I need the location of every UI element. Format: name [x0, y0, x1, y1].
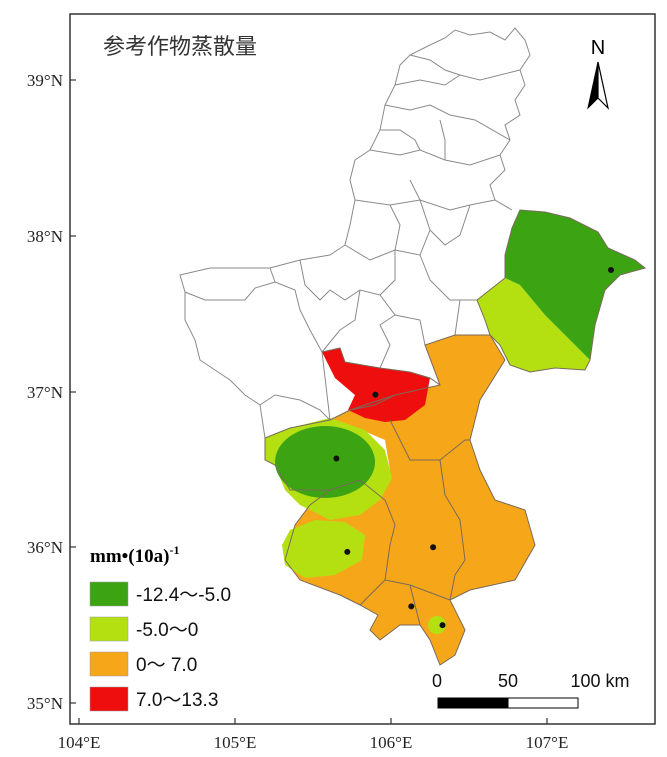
y-tick-label: 38°N — [27, 227, 63, 246]
legend-item-label: -12.4～-5.0 — [136, 585, 231, 606]
zone-borders — [264, 209, 647, 666]
y-tick-label: 39°N — [27, 71, 63, 90]
legend-title-text: mm•(10a) — [90, 546, 169, 567]
zone-green-west — [275, 426, 375, 498]
legend-title: mm•(10a)-1 — [90, 543, 179, 567]
legend-swatch — [89, 686, 129, 712]
legend: mm•(10a)-1 -12.4～-5.0 -5.0～0 0～ 7.0 7.0～… — [89, 543, 231, 712]
legend-item-label: 0～ 7.0 — [136, 655, 197, 676]
station-dot — [439, 622, 446, 629]
zone-green-east — [505, 210, 645, 360]
county-boundaries — [179, 27, 531, 439]
scale-label: 0 — [432, 671, 442, 691]
station-dot — [344, 548, 351, 555]
scale-label: 100 km — [570, 671, 629, 691]
zone-lightgreen-east — [477, 278, 590, 372]
y-tick-label: 36°N — [27, 538, 63, 557]
legend-swatch — [89, 651, 129, 677]
map-title: 参考作物蒸散量 — [103, 35, 257, 60]
station-dot — [333, 455, 340, 462]
x-tick-label: 107°E — [526, 733, 569, 752]
zones — [265, 210, 645, 665]
x-tick-label: 105°E — [214, 733, 257, 752]
legend-item-label: 7.0～13.3 — [136, 690, 218, 711]
zone-lightgreen-southwest — [282, 520, 365, 578]
axis-ticks — [70, 79, 548, 724]
legend-swatch — [89, 616, 129, 642]
zone-orange-south — [285, 335, 535, 665]
station-dot — [608, 267, 614, 273]
legend-title-superscript: -1 — [169, 543, 179, 557]
station-dot — [430, 544, 437, 551]
y-axis-labels: 39°N 38°N 37°N 36°N 35°N — [27, 71, 63, 713]
north-label: N — [591, 37, 605, 59]
y-tick-label: 37°N — [27, 383, 63, 402]
station-dot — [408, 603, 415, 610]
stations — [333, 267, 614, 629]
x-tick-label: 104°E — [58, 733, 101, 752]
zone-red — [322, 348, 430, 422]
station-dot — [372, 391, 379, 398]
scale-bar: 0 50 100 km — [432, 671, 630, 709]
scale-label: 50 — [498, 671, 518, 691]
legend-item-label: -5.0～0 — [136, 620, 198, 641]
north-arrow-icon: N — [587, 37, 610, 110]
x-tick-label: 106°E — [370, 733, 413, 752]
zone-lightgreen-south — [428, 616, 446, 634]
y-tick-label: 35°N — [27, 694, 63, 713]
x-axis-labels: 104°E 105°E 106°E 107°E — [58, 733, 569, 752]
legend-swatch — [89, 581, 129, 607]
